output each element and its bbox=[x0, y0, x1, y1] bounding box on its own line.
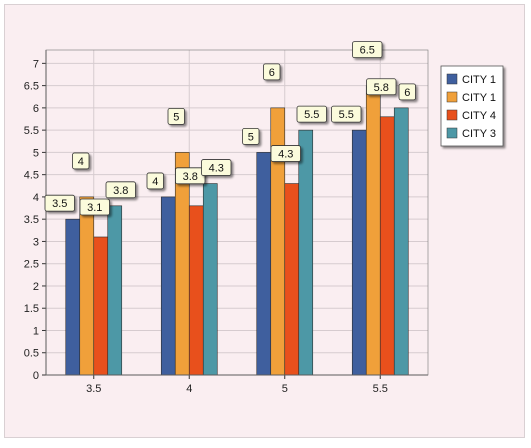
bar bbox=[379, 116, 395, 376]
data-label-text: 3.8 bbox=[113, 185, 128, 197]
data-label-box bbox=[270, 145, 301, 162]
y-tick-label: 6 bbox=[33, 103, 39, 115]
y-tick-label: 2 bbox=[33, 281, 39, 293]
legend-swatch bbox=[446, 91, 458, 103]
bar bbox=[393, 107, 409, 376]
data-label: 3.8 bbox=[105, 181, 136, 199]
data-label-text: 5 bbox=[248, 131, 254, 143]
bar bbox=[188, 205, 204, 376]
data-label: 3.1 bbox=[79, 198, 110, 216]
data-label: 4 bbox=[72, 152, 90, 170]
data-label-box bbox=[105, 181, 136, 199]
data-label-text: 4 bbox=[78, 156, 84, 168]
data-label: 6 bbox=[263, 63, 281, 81]
data-label: 5.5 bbox=[296, 105, 327, 123]
data-label: 4.3 bbox=[270, 145, 301, 162]
data-label-box bbox=[167, 107, 185, 125]
y-tick-label: 3.5 bbox=[24, 214, 39, 226]
y-tick-label: 6.5 bbox=[24, 81, 39, 93]
bar bbox=[107, 205, 123, 376]
y-tick-label: 4.5 bbox=[24, 170, 39, 182]
legend-item: CITY 1 bbox=[446, 91, 496, 104]
data-label-text: 6 bbox=[404, 87, 410, 99]
y-tick-label: 5.5 bbox=[24, 125, 39, 137]
data-label-box bbox=[366, 78, 397, 96]
data-label: 6 bbox=[398, 83, 416, 101]
legend-label: CITY 4 bbox=[462, 110, 496, 122]
bar bbox=[202, 183, 218, 376]
bar bbox=[65, 218, 81, 376]
data-label-text: 3.5 bbox=[52, 198, 67, 210]
legend-item: CITY 1 bbox=[446, 73, 496, 86]
legend-swatch bbox=[446, 127, 458, 139]
legend-label: CITY 3 bbox=[462, 128, 496, 140]
bar bbox=[256, 152, 272, 376]
data-label-text: 5.5 bbox=[339, 109, 354, 121]
data-label-text: 5.8 bbox=[374, 82, 389, 94]
data-label-text: 6.5 bbox=[360, 45, 375, 57]
data-label-box bbox=[242, 127, 260, 145]
data-label: 3.8 bbox=[175, 167, 206, 185]
data-label: 3.5 bbox=[44, 194, 75, 212]
bar bbox=[284, 183, 300, 376]
data-label-text: 3.1 bbox=[87, 202, 102, 214]
legend-item: CITY 3 bbox=[446, 127, 496, 140]
legend-item: CITY 4 bbox=[446, 109, 496, 122]
data-label-box bbox=[146, 172, 164, 190]
legend-label: CITY 1 bbox=[462, 92, 496, 104]
y-tick-label: 5 bbox=[33, 147, 39, 159]
data-label-text: 4.3 bbox=[278, 149, 293, 161]
legend[interactable]: CITY 1 CITY 1 CITY 4 CITY 3 bbox=[440, 65, 504, 147]
bar bbox=[365, 85, 381, 376]
data-label-box bbox=[263, 63, 281, 81]
legend-swatch bbox=[446, 109, 458, 121]
data-label: 5.8 bbox=[366, 78, 397, 96]
data-label-text: 3.8 bbox=[183, 171, 198, 183]
legend-label: CITY 1 bbox=[462, 74, 496, 86]
data-label: 5 bbox=[167, 107, 185, 125]
y-tick-label: 0.5 bbox=[24, 348, 39, 360]
y-tick-label: 3 bbox=[33, 236, 39, 248]
data-label-box bbox=[44, 194, 75, 212]
bar bbox=[79, 196, 95, 376]
x-tick-label: 4 bbox=[186, 383, 192, 395]
y-tick-label: 1.5 bbox=[24, 303, 39, 315]
data-label-text: 5 bbox=[173, 111, 179, 123]
y-tick-label: 0 bbox=[33, 370, 39, 382]
y-tick-label: 4 bbox=[33, 192, 39, 204]
bar bbox=[351, 129, 367, 376]
data-label-text: 4 bbox=[152, 176, 158, 188]
data-label-box bbox=[352, 41, 383, 59]
data-label-box bbox=[398, 83, 416, 101]
bar bbox=[174, 152, 190, 376]
legend-swatch bbox=[446, 73, 458, 85]
bar bbox=[93, 236, 109, 376]
data-label-box bbox=[331, 105, 362, 123]
data-label-box bbox=[201, 159, 232, 176]
data-label-box bbox=[72, 152, 90, 170]
axes: 0 0.5 1 1.5 2 2.5 3 3.5 4 4.5 5 5.5 6 6.5 7 3.5 4 5 5.5 bbox=[24, 49, 429, 395]
data-label-text: 6 bbox=[269, 67, 275, 79]
x-tick-label: 3.5 bbox=[86, 383, 101, 395]
x-tick-label: 5 bbox=[282, 383, 288, 395]
data-label-text: 5.5 bbox=[304, 109, 319, 121]
bar bbox=[298, 129, 314, 376]
bars bbox=[65, 85, 409, 376]
data-label: 5 bbox=[242, 127, 260, 145]
y-tick-label: 2.5 bbox=[24, 259, 39, 271]
data-labels: 3.5 4 3.1 3.8 4 5 3.8 4.3 5 6 4.3 5.5 5.5 6.5 5.8 6 bbox=[44, 41, 416, 216]
y-tick-label: 7 bbox=[33, 58, 39, 70]
bar bbox=[160, 196, 176, 376]
data-label-box bbox=[79, 198, 110, 216]
x-tick-label: 5.5 bbox=[373, 383, 388, 395]
data-label-box bbox=[296, 105, 327, 123]
data-label: 4 bbox=[146, 172, 164, 190]
plot-border bbox=[45, 49, 429, 376]
data-label-text: 4.3 bbox=[209, 163, 224, 175]
data-label: 6.5 bbox=[352, 41, 383, 59]
data-label: 4.3 bbox=[201, 159, 232, 176]
data-label: 5.5 bbox=[331, 105, 362, 123]
y-tick-label: 1 bbox=[33, 325, 39, 337]
